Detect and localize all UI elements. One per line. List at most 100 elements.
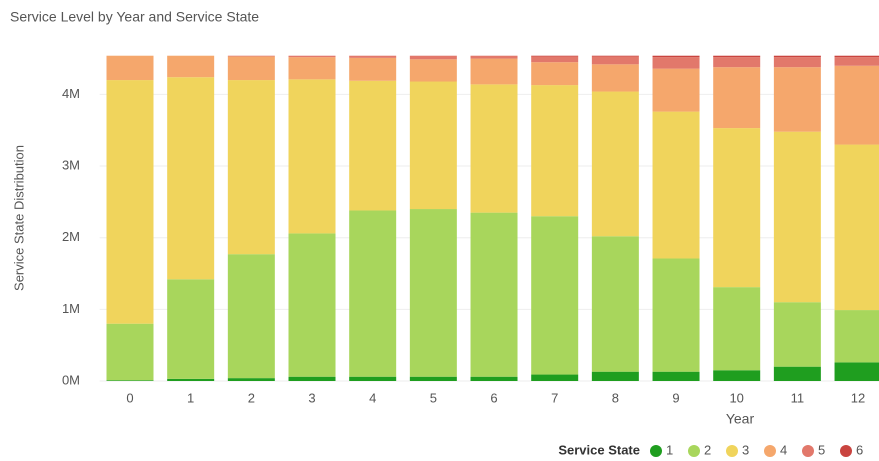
bar-segment [167,279,215,379]
bar-segment [834,310,879,363]
bar-segment [591,91,639,237]
legend-swatch [688,445,700,457]
chart-title: Service Level by Year and Service State [10,9,259,25]
bar-segment [773,55,821,58]
bar-segment [773,131,821,303]
bar-segment [591,55,639,57]
legend-label: 5 [818,442,825,457]
y-tick-label: 3M [62,157,80,172]
bar-segment [106,55,154,81]
bar-segment [227,80,275,255]
x-tick-label: 4 [369,390,376,405]
bar-segment [652,68,700,112]
bar-segment [652,55,700,58]
bar-segment [227,56,275,81]
bar-segment [409,376,457,381]
bar-segment [773,67,821,132]
bar-segment [470,212,518,377]
legend-title: Service State [558,442,640,457]
bar-segment [713,287,761,371]
legend-swatch [840,445,852,457]
bar-segment [227,378,275,381]
bar-segment [773,366,821,381]
bar-segment [652,57,700,69]
x-tick-label: 9 [672,390,679,405]
bar-segment [834,55,879,58]
bar-segment [227,55,275,57]
y-tick-label: 0M [62,372,80,387]
bar-segment [713,67,761,129]
bar-segment [288,55,336,58]
bar-segment [591,64,639,92]
bar-segment [288,376,336,381]
x-tick-label: 0 [126,390,133,405]
bar-segment [531,216,579,375]
y-tick-label: 4M [62,86,80,101]
bar-segment [470,58,518,85]
legend-swatch [802,445,814,457]
bar-segment [349,57,397,81]
bar-segment [106,380,154,381]
bar-segment [773,302,821,367]
bar-segment [288,233,336,377]
bar-segment [531,62,579,86]
legend-swatch [726,445,738,457]
bar-segment [349,80,397,211]
bar-segment [167,378,215,381]
x-tick-label: 5 [430,390,437,405]
x-tick-label: 12 [851,390,865,405]
bar-segment [470,376,518,381]
bar-segment [106,323,154,381]
legend-label: 4 [780,442,787,457]
bar-segment [409,55,457,60]
bar-segment [834,362,879,381]
bar-segment [470,55,518,59]
bar-segment [349,210,397,377]
bar-segment [834,65,879,145]
bar-segment [531,85,579,217]
x-tick-label: 8 [612,390,619,405]
bar-segment [288,79,336,234]
bar-segment [167,55,215,78]
legend-label: 6 [856,442,863,457]
bar-segment [531,374,579,381]
x-tick-label: 7 [551,390,558,405]
bar-segment [652,258,700,372]
legend-swatch [764,445,776,457]
y-axis-title: Service State Distribution [11,145,26,291]
bar-segment [834,57,879,66]
bar-segment [652,371,700,381]
bar-segment [773,57,821,68]
x-tick-label: 11 [791,390,805,405]
bar-segment [409,209,457,377]
bar-segment [167,77,215,280]
legend-swatch [650,445,662,457]
y-tick-label: 2M [62,229,80,244]
bar-segment [713,57,761,68]
bar-segment [470,84,518,213]
x-tick-label: 6 [490,390,497,405]
bar-segment [591,236,639,372]
bar-segment [409,59,457,82]
bar-segment [288,57,336,80]
x-tick-label: 3 [308,390,315,405]
bar-segment [227,254,275,379]
bar-segment [713,128,761,288]
bar-segment [652,111,700,259]
x-tick-label: 1 [187,390,194,405]
y-tick-label: 1M [62,301,80,316]
x-axis-title: Year [726,411,755,427]
bar-segment [531,55,579,57]
bar-segment [531,56,579,63]
legend-label: 2 [704,442,711,457]
bar-segment [349,55,397,58]
bar-segment [591,371,639,381]
legend-label: 1 [666,442,673,457]
bar-segment [349,376,397,381]
bar-segment [106,80,154,324]
bar-segment [713,370,761,381]
bar-segment [591,56,639,65]
x-tick-label: 10 [729,390,743,405]
bar-segment [834,144,879,311]
